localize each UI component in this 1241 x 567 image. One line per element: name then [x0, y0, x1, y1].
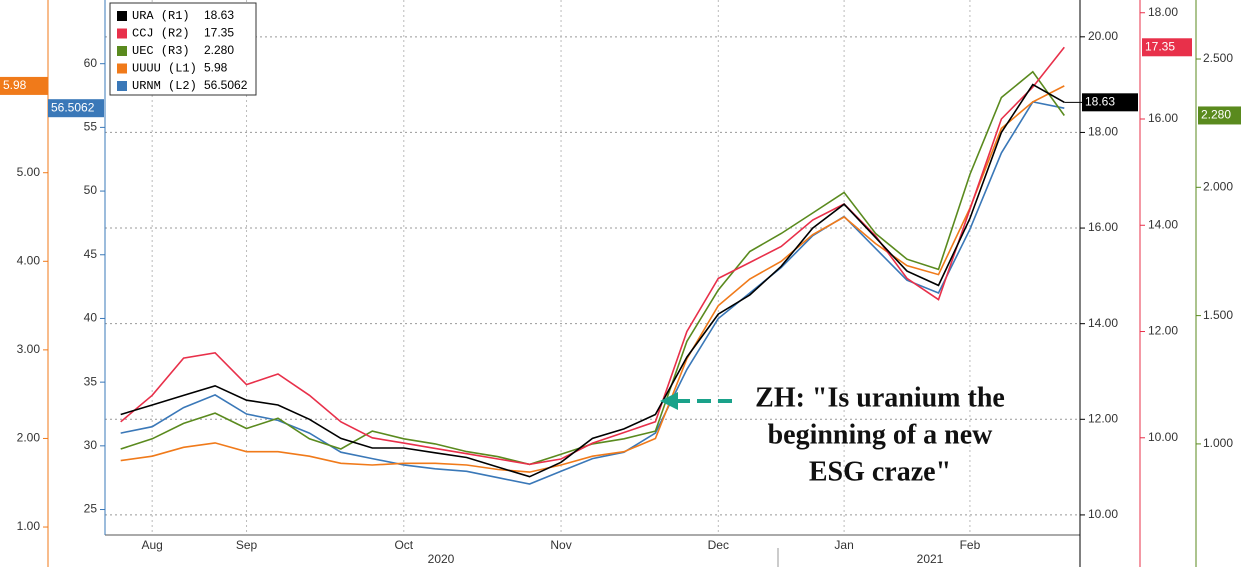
legend-value: 5.98: [204, 61, 228, 75]
y-tick-label: 2.000: [1203, 179, 1233, 193]
y-tick-label: 2.00: [17, 431, 41, 445]
x-tick-label: Feb: [960, 538, 981, 552]
y-tick-label: 10.00: [1088, 507, 1118, 521]
y-tick-label: 16.00: [1148, 111, 1178, 125]
x-group-label: 2020: [428, 552, 455, 566]
x-group-label: 2021: [917, 552, 944, 566]
legend-label: UUUU (L1): [132, 62, 197, 76]
legend-swatch: [117, 46, 127, 56]
last-value-label: 17.35: [1145, 39, 1175, 53]
legend-label: URA (R1): [132, 9, 190, 23]
y-tick-label: 16.00: [1088, 220, 1118, 234]
y-tick-label: 10.00: [1148, 430, 1178, 444]
y-tick-label: 55: [84, 120, 98, 134]
y-tick-label: 18.00: [1148, 5, 1178, 19]
y-tick-label: 4.00: [17, 253, 41, 267]
y-tick-label: 25: [84, 502, 98, 516]
y-tick-label: 35: [84, 374, 98, 388]
annotation-arrowhead: [660, 392, 678, 410]
series-line: [120, 83, 1065, 478]
legend-value: 2.280: [204, 43, 234, 57]
legend-value: 17.35: [204, 26, 234, 40]
legend-swatch: [117, 81, 127, 91]
legend-swatch: [117, 11, 127, 21]
x-tick-label: Nov: [550, 538, 571, 552]
series-line: [120, 101, 1065, 485]
annotation-text: ZH: "Is uranium the: [755, 382, 1005, 413]
legend-value: 56.5062: [204, 78, 248, 92]
legend: URA (R1) 18.63 CCJ (R2) 17.35 UEC (R3) 2.280 U…: [109, 2, 257, 96]
last-value-tag: [48, 99, 104, 118]
last-value-label: 2.280: [1201, 108, 1231, 122]
legend-swatch: [117, 63, 127, 74]
y-tick-label: 14.00: [1088, 316, 1118, 330]
x-tick-label: Jan: [834, 538, 853, 552]
y-tick-label: 20.00: [1088, 29, 1118, 43]
y-tick-label: 50: [84, 183, 98, 197]
y-tick-label: 18.00: [1088, 125, 1118, 139]
y-tick-label: 1.000: [1203, 436, 1233, 450]
x-tick-label: Oct: [394, 538, 413, 552]
y-tick-label: 1.500: [1203, 308, 1233, 322]
annotation-text: ESG craze": [809, 456, 951, 487]
last-value-tag: [0, 76, 48, 95]
y-tick-label: 45: [84, 247, 98, 261]
y-tick-label: 14.00: [1148, 217, 1178, 231]
x-tick-label: Aug: [141, 538, 162, 552]
last-value-tag: [1082, 93, 1138, 112]
legend-box: [109, 2, 257, 96]
y-tick-label: 60: [84, 56, 98, 70]
y-tick-label: 12.00: [1148, 324, 1178, 338]
annotation-text: beginning of a new: [768, 419, 994, 450]
y-tick-label: 2.500: [1203, 51, 1233, 65]
x-tick-label: Sep: [236, 538, 258, 552]
legend-value: 18.63: [204, 8, 234, 22]
y-tick-label: 3.00: [17, 342, 41, 356]
last-value-label: 56.5062: [51, 100, 95, 114]
series-line: [120, 46, 1065, 466]
legend-label: URNM (L2): [132, 79, 197, 93]
legend-label: CCJ (R2): [132, 27, 190, 41]
legend-swatch: [117, 28, 127, 39]
y-tick-label: 40: [84, 311, 98, 325]
legend-label: UEC (R3): [132, 44, 190, 58]
last-value-tag: [1198, 106, 1241, 125]
last-value-label: 5.98: [3, 78, 27, 92]
last-value-tag: [1142, 38, 1192, 57]
y-tick-label: 12.00: [1088, 411, 1118, 425]
y-tick-label: 30: [84, 438, 98, 452]
y-tick-label: 1.00: [17, 519, 41, 533]
last-value-label: 18.63: [1085, 94, 1115, 108]
x-tick-label: Dec: [708, 538, 729, 552]
series-line: [120, 85, 1065, 473]
y-tick-label: 5.00: [17, 165, 41, 179]
